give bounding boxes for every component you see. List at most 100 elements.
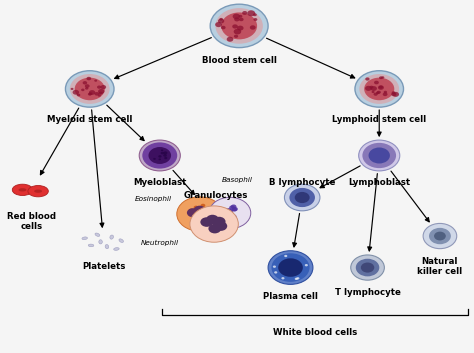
Circle shape <box>82 81 87 84</box>
Circle shape <box>383 92 388 96</box>
Text: Myeloid stem cell: Myeloid stem cell <box>47 115 132 124</box>
Ellipse shape <box>28 186 48 197</box>
Circle shape <box>229 205 235 210</box>
Circle shape <box>164 151 167 154</box>
Circle shape <box>374 92 378 96</box>
Circle shape <box>75 78 105 100</box>
Text: Lymphoblast: Lymphoblast <box>348 178 410 187</box>
Text: Granulocytes: Granulocytes <box>183 191 248 199</box>
Circle shape <box>356 259 379 276</box>
Circle shape <box>97 85 101 89</box>
Circle shape <box>206 219 210 222</box>
Text: Natural
killer cell: Natural killer cell <box>418 257 463 276</box>
Circle shape <box>98 89 104 94</box>
Circle shape <box>274 271 277 274</box>
Circle shape <box>190 206 238 242</box>
Circle shape <box>429 228 451 244</box>
Ellipse shape <box>12 184 33 196</box>
Circle shape <box>139 140 180 171</box>
Circle shape <box>365 77 370 81</box>
Circle shape <box>189 209 194 212</box>
Circle shape <box>379 76 383 79</box>
Circle shape <box>365 86 372 91</box>
Ellipse shape <box>34 190 42 193</box>
Circle shape <box>94 79 97 82</box>
Circle shape <box>94 92 99 96</box>
Circle shape <box>284 255 287 257</box>
Circle shape <box>89 92 92 95</box>
Circle shape <box>199 211 203 214</box>
Circle shape <box>153 158 156 160</box>
Circle shape <box>225 210 231 215</box>
Circle shape <box>250 25 255 30</box>
Ellipse shape <box>18 188 27 192</box>
Circle shape <box>359 140 400 171</box>
Circle shape <box>359 74 399 104</box>
Circle shape <box>73 90 79 95</box>
Circle shape <box>100 85 106 89</box>
Text: Plasma cell: Plasma cell <box>263 292 318 301</box>
Circle shape <box>351 255 384 280</box>
Circle shape <box>423 223 457 249</box>
Circle shape <box>213 217 226 226</box>
Circle shape <box>372 91 374 93</box>
Circle shape <box>85 87 89 90</box>
Circle shape <box>187 208 199 217</box>
Ellipse shape <box>114 248 119 250</box>
Circle shape <box>70 74 109 104</box>
Circle shape <box>201 204 205 207</box>
Circle shape <box>355 71 403 107</box>
Text: Myeloblast: Myeloblast <box>133 178 186 187</box>
Circle shape <box>379 86 383 89</box>
Circle shape <box>242 11 247 15</box>
Circle shape <box>85 84 90 88</box>
Circle shape <box>163 154 167 157</box>
Circle shape <box>207 211 211 215</box>
Circle shape <box>215 22 222 27</box>
Circle shape <box>363 143 396 168</box>
Circle shape <box>189 209 193 212</box>
Circle shape <box>88 93 91 96</box>
Circle shape <box>391 92 396 96</box>
Circle shape <box>239 18 244 21</box>
Circle shape <box>158 155 162 158</box>
Text: Eosinophil: Eosinophil <box>135 196 172 202</box>
Circle shape <box>237 26 244 31</box>
Circle shape <box>89 90 95 95</box>
Ellipse shape <box>105 245 109 249</box>
Circle shape <box>221 26 226 29</box>
Circle shape <box>278 258 303 277</box>
Circle shape <box>222 214 228 219</box>
Ellipse shape <box>110 235 113 239</box>
Circle shape <box>392 92 399 97</box>
Circle shape <box>191 209 195 213</box>
Circle shape <box>158 158 161 160</box>
Circle shape <box>226 210 232 215</box>
Circle shape <box>201 208 212 217</box>
Circle shape <box>247 10 255 16</box>
Ellipse shape <box>99 240 102 244</box>
Circle shape <box>219 18 223 20</box>
Circle shape <box>374 81 379 84</box>
Circle shape <box>231 207 237 211</box>
Circle shape <box>378 85 384 90</box>
Circle shape <box>376 91 380 94</box>
Ellipse shape <box>82 237 87 240</box>
Circle shape <box>290 188 315 207</box>
Circle shape <box>191 209 196 212</box>
Circle shape <box>201 221 206 225</box>
Circle shape <box>209 197 251 229</box>
Circle shape <box>295 192 310 203</box>
Circle shape <box>231 204 237 209</box>
Circle shape <box>369 86 374 89</box>
Text: T lymphocyte: T lymphocyte <box>335 288 401 297</box>
Circle shape <box>199 211 203 215</box>
Text: Neutrophil: Neutrophil <box>140 240 178 246</box>
Circle shape <box>221 12 257 40</box>
Circle shape <box>364 78 394 100</box>
Circle shape <box>305 264 308 267</box>
Circle shape <box>86 77 91 80</box>
Circle shape <box>227 37 233 42</box>
Circle shape <box>201 217 213 227</box>
Circle shape <box>177 197 222 231</box>
